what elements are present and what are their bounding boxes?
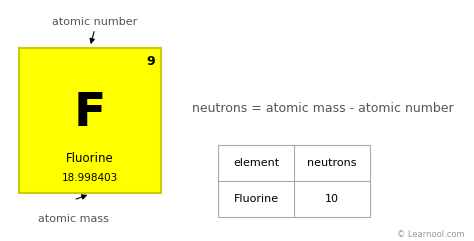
Text: Fluorine: Fluorine — [66, 152, 114, 165]
Text: 18.998403: 18.998403 — [62, 173, 118, 183]
Bar — [218, 145, 370, 217]
Text: atomic number: atomic number — [52, 17, 137, 27]
Text: atomic mass: atomic mass — [38, 214, 109, 224]
Text: © Learnool.com: © Learnool.com — [397, 230, 465, 239]
Text: element: element — [233, 158, 279, 168]
Text: Fluorine: Fluorine — [233, 194, 279, 204]
Text: 10: 10 — [325, 194, 339, 204]
Text: neutrons = atomic mass - atomic number: neutrons = atomic mass - atomic number — [191, 102, 453, 115]
Text: neutrons: neutrons — [307, 158, 356, 168]
Bar — [19, 48, 161, 193]
Text: F: F — [74, 91, 106, 136]
Text: 9: 9 — [147, 55, 155, 68]
